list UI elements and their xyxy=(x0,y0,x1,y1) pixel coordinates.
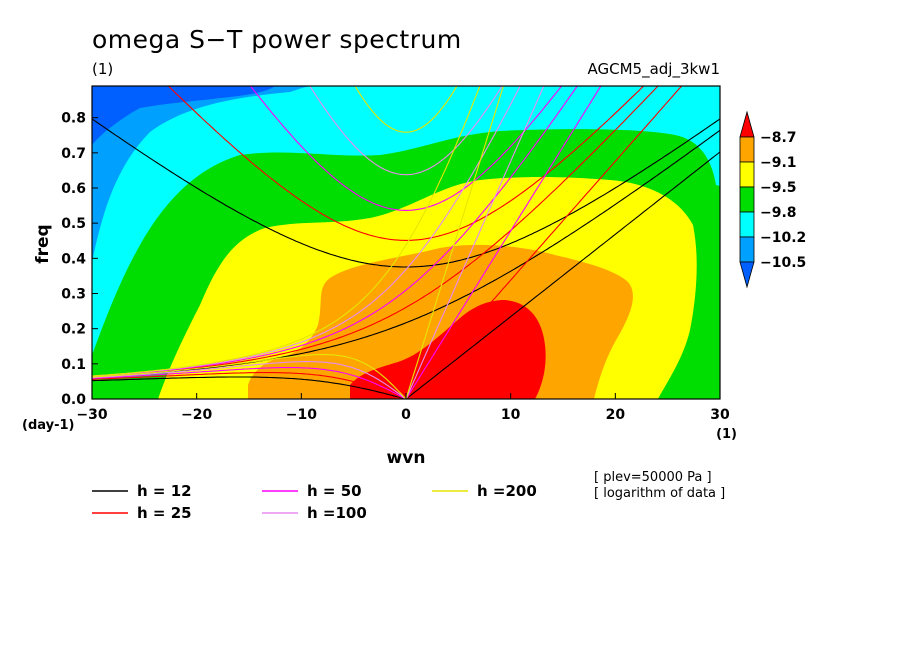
curve-mrg-h25 xyxy=(92,86,659,378)
level-band-min xyxy=(92,86,275,145)
y-unit-label: (day-1) xyxy=(22,418,74,433)
x-axis-label: wvn xyxy=(387,448,426,468)
x-tick-label: 20 xyxy=(606,407,626,423)
legend-label: h = 12 xyxy=(137,482,192,500)
curve-er1-h100 xyxy=(92,361,407,399)
colorbar-segment xyxy=(739,236,755,263)
y-tick-label: 0.7 xyxy=(61,146,86,162)
curve-mrg-h100 xyxy=(92,86,521,377)
colorbar-label: −9.5 xyxy=(760,180,797,196)
colorbar-top-arrow xyxy=(739,110,755,138)
run-label: AGCM5_adj_3kw1 xyxy=(587,60,720,79)
y-tick-label: 0.5 xyxy=(61,216,86,232)
x-tick-label: −10 xyxy=(286,407,317,423)
note-plev: [ plev=50000 Pa ] xyxy=(594,470,712,485)
y-axis: 0.0 0.1 0.2 0.3 0.4 0.5 0.6 0.7 0.8 xyxy=(61,111,98,408)
x-tick-label: −20 xyxy=(181,407,212,423)
y-tick-label: 0.1 xyxy=(61,357,86,373)
y-tick-label: 0.4 xyxy=(61,251,86,267)
colorbar-label: −9.1 xyxy=(760,155,797,171)
curve-kelvin-h50 xyxy=(405,86,602,399)
legend: h = 12 h = 25 h = 50 h =100 h =200 xyxy=(92,482,537,522)
x-tick-label: −30 xyxy=(76,407,107,423)
legend-label: h = 25 xyxy=(137,504,192,522)
curve-er1-h200 xyxy=(92,353,407,399)
y-tick-label: 0.8 xyxy=(61,111,86,127)
y-axis-label: freq xyxy=(33,224,53,263)
x-tick-label: 30 xyxy=(710,407,730,423)
curve-mrg-h50 xyxy=(92,86,578,378)
y-tick-label: 0.3 xyxy=(61,286,86,302)
y-tick-label: 0.6 xyxy=(61,181,86,197)
curve-ig1-h50 xyxy=(249,86,563,211)
chart-title: omega S−T power spectrum xyxy=(92,25,462,54)
legend-label: h =100 xyxy=(307,504,367,522)
colorbar: −8.7 −9.1 −9.5 −9.8 −10.2 −10.5 xyxy=(739,110,806,289)
legend-label: h = 50 xyxy=(307,482,362,500)
curve-ig1-h100 xyxy=(309,86,503,176)
curve-kelvin-h12 xyxy=(405,151,720,399)
curve-er1-h12 xyxy=(92,376,407,399)
curve-ig1-h200 xyxy=(354,86,458,133)
x-tick-label: 10 xyxy=(501,407,521,423)
colorbar-label: −10.2 xyxy=(760,230,806,246)
curve-mrg-h12 xyxy=(92,129,720,378)
chart-subtitle: (1) xyxy=(92,60,113,78)
colorbar-segment xyxy=(739,211,755,238)
curve-mrg-h200 xyxy=(92,86,481,377)
spectrum-field xyxy=(92,86,720,399)
colorbar-segment xyxy=(739,161,755,188)
colorbar-label: −10.5 xyxy=(760,255,806,271)
y-tick-label: 0.0 xyxy=(61,392,86,408)
colorbar-label: −9.8 xyxy=(760,205,797,221)
curve-er1-h25 xyxy=(92,372,407,399)
x-axis: −30 −20 −10 0 10 20 30 xyxy=(76,393,730,423)
colorbar-segment xyxy=(739,136,755,163)
colorbar-label: −8.7 xyxy=(760,130,797,146)
curve-ig1-h12 xyxy=(92,118,720,268)
note-log: [ logarithm of data ] xyxy=(594,486,725,501)
curve-ig1-h25 xyxy=(167,86,645,241)
curve-kelvin-h200 xyxy=(405,86,504,399)
curve-er1-h50 xyxy=(92,367,407,399)
x-unit-label: (1) xyxy=(716,427,737,442)
dispersion-curves xyxy=(92,86,720,399)
legend-label: h =200 xyxy=(477,482,537,500)
y-tick-label: 0.2 xyxy=(61,322,86,338)
x-tick-label: 0 xyxy=(401,407,411,423)
level-band-9.1 xyxy=(350,300,546,399)
colorbar-segment xyxy=(739,186,755,213)
curve-kelvin-h25 xyxy=(405,86,683,399)
curve-kelvin-h100 xyxy=(405,86,545,399)
colorbar-bottom-arrow xyxy=(739,261,755,289)
